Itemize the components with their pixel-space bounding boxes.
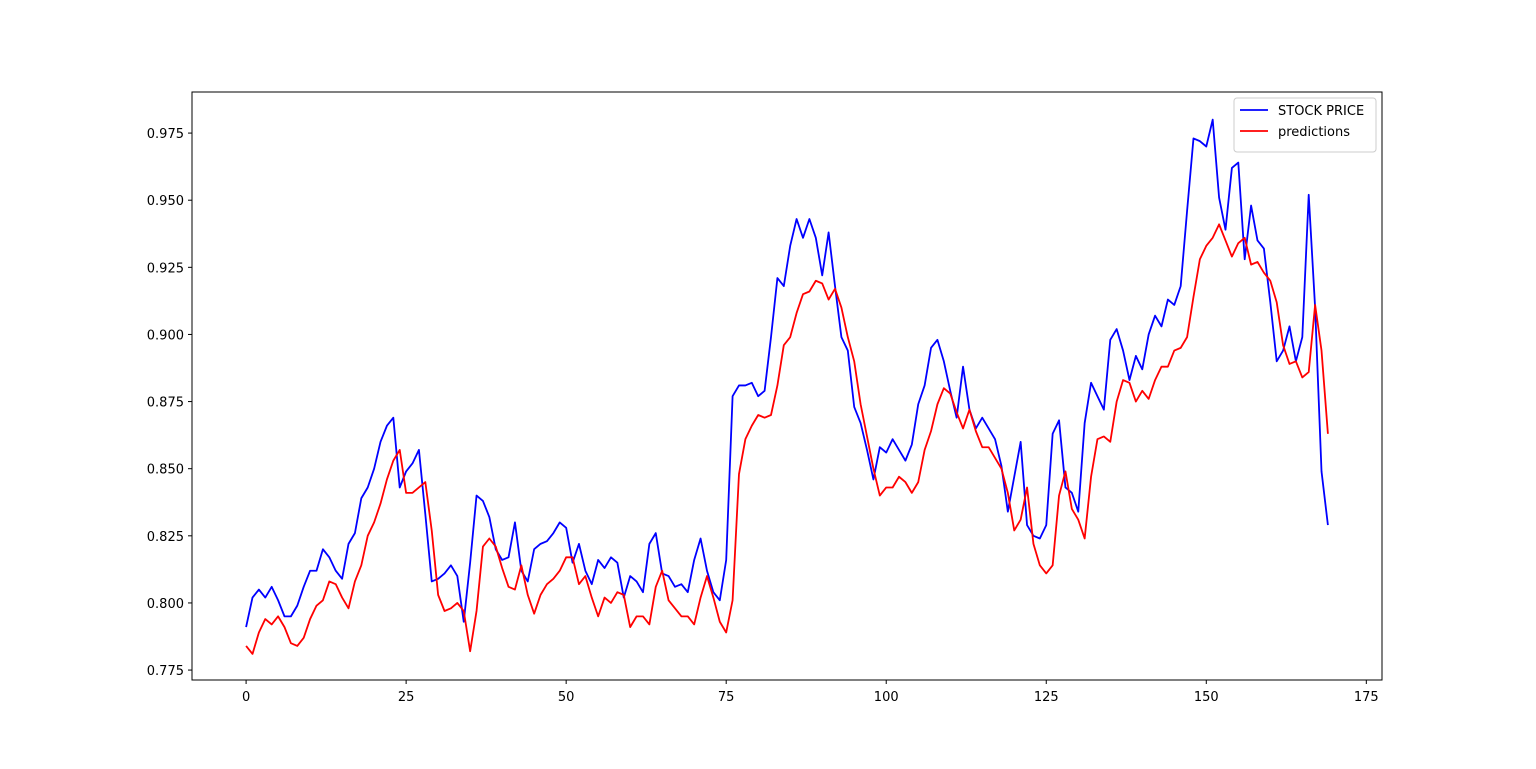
y-tick-label: 0.775	[147, 664, 184, 679]
x-tick-label: 75	[718, 690, 735, 705]
data-line	[245, 223, 1329, 655]
legend-label: predictions	[1278, 125, 1350, 140]
x-tick-label: 175	[1354, 690, 1379, 705]
legend-label: STOCK PRICE	[1278, 104, 1364, 119]
y-tick-label: 0.850	[147, 463, 184, 478]
y-tick-label: 0.875	[147, 396, 184, 411]
x-tick-label: 25	[398, 690, 415, 705]
data-line	[245, 118, 1329, 628]
legend-box	[1233, 97, 1377, 153]
x-tick-label: 125	[1034, 690, 1059, 705]
plot-frame	[191, 91, 1383, 681]
x-tick-label: 100	[874, 690, 899, 705]
x-tick-label: 50	[558, 690, 575, 705]
y-tick-label: 0.950	[147, 194, 184, 209]
y-tick-label: 0.900	[147, 328, 184, 343]
y-tick-label: 0.925	[147, 261, 184, 276]
y-tick-label: 0.800	[147, 597, 184, 612]
y-tick-label: 0.975	[147, 127, 184, 142]
y-tick-label: 0.825	[147, 530, 184, 545]
legend: STOCK PRICE predictions	[1233, 97, 1377, 153]
x-tick-label: 150	[1194, 690, 1219, 705]
x-tick-label: 0	[242, 690, 250, 705]
